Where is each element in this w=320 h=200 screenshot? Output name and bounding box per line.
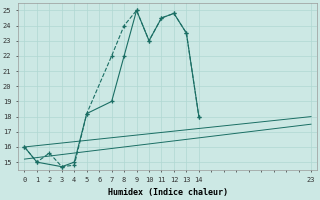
X-axis label: Humidex (Indice chaleur): Humidex (Indice chaleur) [108, 188, 228, 197]
